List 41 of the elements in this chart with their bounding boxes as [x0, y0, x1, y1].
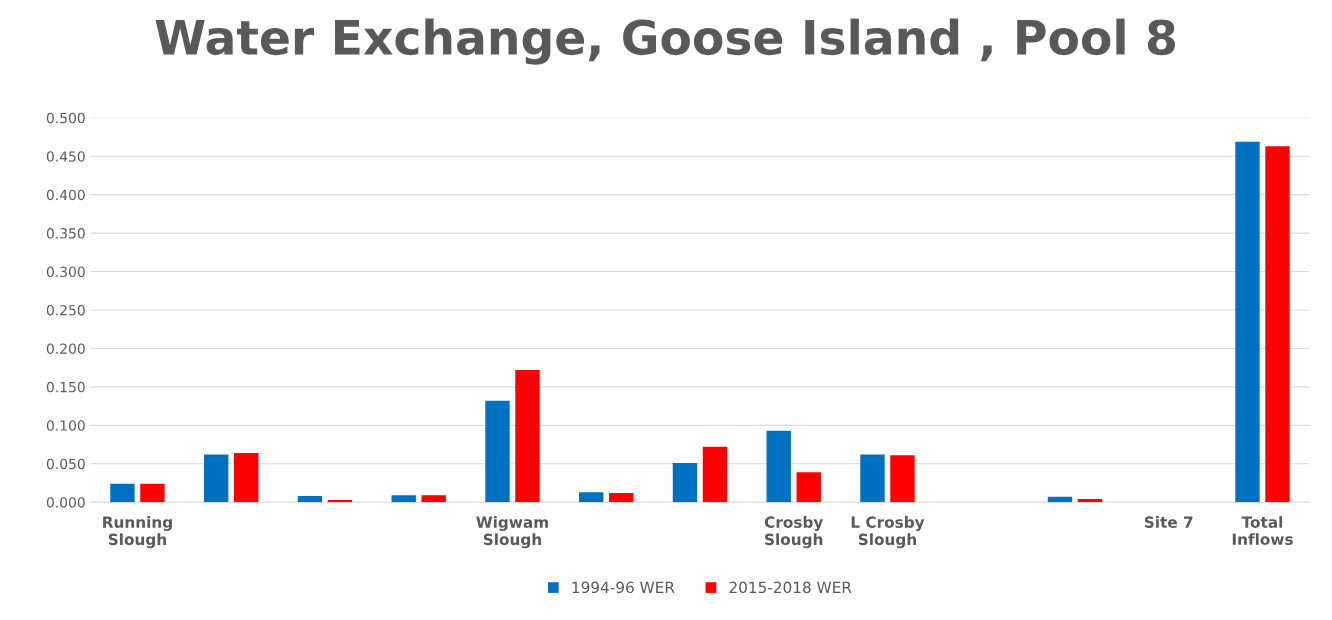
bar — [1047, 496, 1073, 503]
chart-title: Water Exchange, Goose Island , Pool 8 — [155, 18, 1175, 65]
bar — [672, 462, 698, 503]
legend-label: 2015-2018 WER — [729, 581, 852, 594]
y-tick-label: 0.050 — [46, 458, 85, 470]
x-tick-label: Site 7 — [1144, 516, 1193, 528]
y-tick-label: 0.200 — [46, 343, 85, 354]
bar — [297, 496, 323, 503]
x-tick-label: Total Inflows — [1232, 516, 1293, 546]
bar — [234, 453, 259, 503]
x-tick-label: Crosby Slough — [764, 516, 824, 549]
y-tick-label: 0.500 — [46, 112, 85, 124]
bar — [1077, 499, 1103, 503]
bar — [140, 483, 165, 503]
bar — [609, 492, 634, 503]
bar — [796, 472, 821, 503]
bar — [1265, 146, 1290, 503]
bar — [485, 400, 510, 503]
y-tick-label: 0.250 — [46, 304, 85, 316]
bar — [890, 455, 915, 503]
x-tick-label: L Crosby Slough — [851, 516, 925, 549]
y-tick-label: 0.400 — [46, 189, 85, 201]
bar — [1235, 141, 1260, 503]
bar — [515, 369, 540, 503]
x-tick-label: Running Slough — [103, 516, 172, 549]
bar — [860, 454, 885, 503]
y-tick-label: 0.300 — [46, 266, 85, 278]
legend-label: 1994-96 WER — [572, 581, 675, 594]
y-tick-label: 0.100 — [46, 420, 85, 431]
bar — [579, 492, 604, 503]
bar — [766, 430, 791, 503]
bar — [391, 495, 416, 503]
y-tick-label: 0.150 — [46, 381, 85, 393]
bar — [421, 495, 446, 503]
bar — [110, 483, 135, 503]
y-tick-label: 0.000 — [46, 497, 85, 508]
y-tick-label: 0.350 — [46, 228, 85, 239]
y-tick-label: 0.450 — [46, 151, 85, 162]
bar — [204, 454, 229, 503]
bar — [702, 446, 728, 503]
x-tick-label: Wigwam Slough — [476, 516, 548, 549]
